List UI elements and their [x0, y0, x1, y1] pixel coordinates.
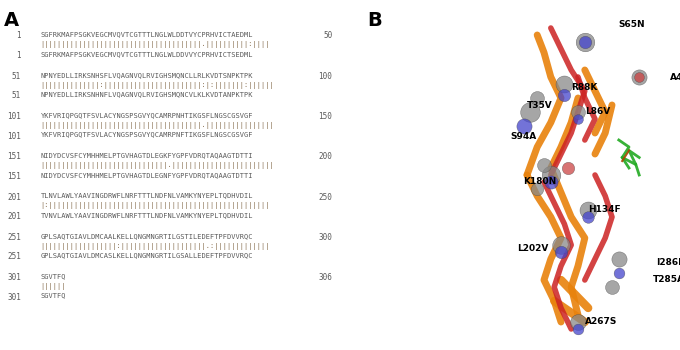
- Text: S94A: S94A: [510, 132, 537, 141]
- Point: [573, 116, 583, 122]
- Text: I286L: I286L: [656, 258, 680, 267]
- Text: NIDYDCVSFCYMHHMELPTGVHAGTDLEGNFYGPFVDRQTAQAAGTDTTI: NIDYDCVSFCYMHHMELPTGVHAGTDLEGNFYGPFVDRQT…: [41, 172, 253, 178]
- Text: L86V: L86V: [585, 107, 610, 117]
- Text: 101: 101: [7, 132, 21, 141]
- Text: 150: 150: [318, 112, 333, 121]
- Text: ||||||||||||||:|||||||||||||||||||||||:|:|||||||:||||||: ||||||||||||||:|||||||||||||||||||||||:|…: [41, 82, 275, 89]
- Point: [573, 319, 583, 325]
- Text: 151: 151: [7, 172, 21, 181]
- Point: [579, 39, 590, 45]
- Text: 200: 200: [318, 152, 333, 161]
- Point: [607, 284, 617, 290]
- Text: 50: 50: [323, 32, 333, 41]
- Point: [583, 207, 594, 213]
- Text: 1: 1: [16, 51, 21, 60]
- Text: 51: 51: [12, 72, 21, 81]
- Text: A: A: [3, 10, 18, 29]
- Text: SGVTFQ: SGVTFQ: [41, 273, 66, 279]
- Point: [573, 109, 583, 115]
- Text: ||||||||||||||||||||||||||||||||||||||.||||||||||:||||: ||||||||||||||||||||||||||||||||||||||.|…: [41, 41, 270, 48]
- Text: 51: 51: [12, 91, 21, 100]
- Text: 251: 251: [7, 233, 21, 242]
- Text: 101: 101: [7, 112, 21, 121]
- Point: [559, 81, 570, 87]
- Point: [545, 179, 556, 185]
- Text: YKFVRIQPGQTFSVLACYNGSPSGVYQCAMRPNHTIKGSFLNGSCGSVGF: YKFVRIQPGQTFSVLACYNGSPSGVYQCAMRPNHTIKGSF…: [41, 112, 253, 118]
- Text: K180N: K180N: [524, 177, 557, 187]
- Point: [532, 95, 543, 101]
- Text: 300: 300: [318, 233, 333, 242]
- Text: GPLSAQTGIAVLDMCASLKELLQNGMNGRTILGSALLEDEFTPFDVVRQC: GPLSAQTGIAVLDMCASLKELLQNGMNGRTILGSALLEDE…: [41, 252, 253, 258]
- Point: [634, 74, 645, 80]
- Point: [545, 172, 556, 178]
- Text: 250: 250: [318, 193, 333, 202]
- Text: YKFVRIQPGQTFSVLACYNGSPSGVYQCAMRPNFTIKGSFLNGSCGSVGF: YKFVRIQPGQTFSVLACYNGSPSGVYQCAMRPNFTIKGSF…: [41, 132, 253, 138]
- Text: 100: 100: [318, 72, 333, 81]
- Text: SGVTFQ: SGVTFQ: [41, 293, 66, 299]
- Text: NPNYEDLLIRKSNHNFLVQAGNVQLRVIGHSMQNCVLKLKVDTANPKTPK: NPNYEDLLIRKSNHNFLVQAGNVQLRVIGHSMQNCVLKLK…: [41, 91, 253, 97]
- Text: 151: 151: [7, 152, 21, 161]
- Text: 1: 1: [16, 32, 21, 41]
- Point: [613, 270, 624, 276]
- Text: 306: 306: [318, 273, 333, 282]
- Point: [559, 92, 570, 97]
- Text: TLNVLAWLYAAVINGDRWFLNRFTTTLNDFNLVAMKYNYEPLTQDHVDIL: TLNVLAWLYAAVINGDRWFLNRFTTTLNDFNLVAMKYNYE…: [41, 193, 253, 198]
- Text: NPNYEDLLIRKSNHSFLVQAGNVQLRVIGHSMQNCLLRLKVDTSNPKTPK: NPNYEDLLIRKSNHSFLVQAGNVQLRVIGHSMQNCLLRLK…: [41, 72, 253, 78]
- Text: A46S: A46S: [670, 72, 680, 82]
- Point: [539, 162, 549, 167]
- Point: [634, 74, 645, 80]
- Text: A267S: A267S: [585, 317, 617, 327]
- Text: SGFRKMAFPSGKVEGCMVQVTCGTTTLNGLWLDDVVYCPRHVICTSEDML: SGFRKMAFPSGKVEGCMVQVTCGTTTLNGLWLDDVVYCPR…: [41, 51, 253, 57]
- Text: 201: 201: [7, 212, 21, 221]
- Text: ||||||||||||||||||:||||||||||||||||||||.:|||||||||||||: ||||||||||||||||||:||||||||||||||||||||.…: [41, 243, 270, 250]
- Point: [579, 39, 590, 45]
- Text: GPLSAQTGIAVLDMCAALKELLQNGMNGRTILGSTILEDEFTPFDVVRQC: GPLSAQTGIAVLDMCAALKELLQNGMNGRTILGSTILEDE…: [41, 233, 253, 239]
- Text: NIDYDCVSFCYMHHMELPTGVHAGTDLEGKFYGPFVDRQTAQAAGTDTTI: NIDYDCVSFCYMHHMELPTGVHAGTDLEGKFYGPFVDRQT…: [41, 152, 253, 158]
- Point: [525, 109, 536, 115]
- Text: |:||||||||||||||||||||||||||||||||||||||||||||||||||||: |:||||||||||||||||||||||||||||||||||||||…: [41, 202, 270, 209]
- Point: [556, 249, 566, 255]
- Text: T35V: T35V: [527, 100, 553, 110]
- Point: [518, 123, 529, 129]
- Point: [532, 186, 543, 192]
- Text: B: B: [367, 10, 382, 29]
- Text: TVNVLAWLYAAVINGDRWFLNRFTTTLNDFNLVAMKYNYEPLTQDHVDIL: TVNVLAWLYAAVINGDRWFLNRFTTTLNDFNLVAMKYNYE…: [41, 212, 253, 218]
- Text: 201: 201: [7, 193, 21, 202]
- Text: ||||||||||||||||||||||||||||||.||||||||||||||||||||||||: ||||||||||||||||||||||||||||||.|||||||||…: [41, 162, 275, 169]
- Text: 251: 251: [7, 252, 21, 261]
- Text: ||||||||||||||||||||||||||||||||||||||.||||||||||||||||: ||||||||||||||||||||||||||||||||||||||.|…: [41, 122, 275, 129]
- Text: L202V: L202V: [517, 244, 548, 253]
- Point: [556, 242, 566, 248]
- Text: H134F: H134F: [588, 205, 621, 215]
- Text: 301: 301: [7, 293, 21, 302]
- Point: [562, 165, 573, 171]
- Text: ||||||: ||||||: [41, 283, 66, 290]
- Text: SGFRKMAFPSGKVEGCMVQVTCGTTTLNGLWLDDTVYCPRHVICTAEDML: SGFRKMAFPSGKVEGCMVQVTCGTTTLNGLWLDDTVYCPR…: [41, 32, 253, 37]
- Point: [573, 326, 583, 332]
- Text: S65N: S65N: [619, 20, 645, 29]
- Point: [583, 214, 594, 220]
- Text: 301: 301: [7, 273, 21, 282]
- Text: T285A: T285A: [653, 275, 680, 285]
- Point: [613, 256, 624, 262]
- Text: R88K: R88K: [571, 83, 598, 92]
